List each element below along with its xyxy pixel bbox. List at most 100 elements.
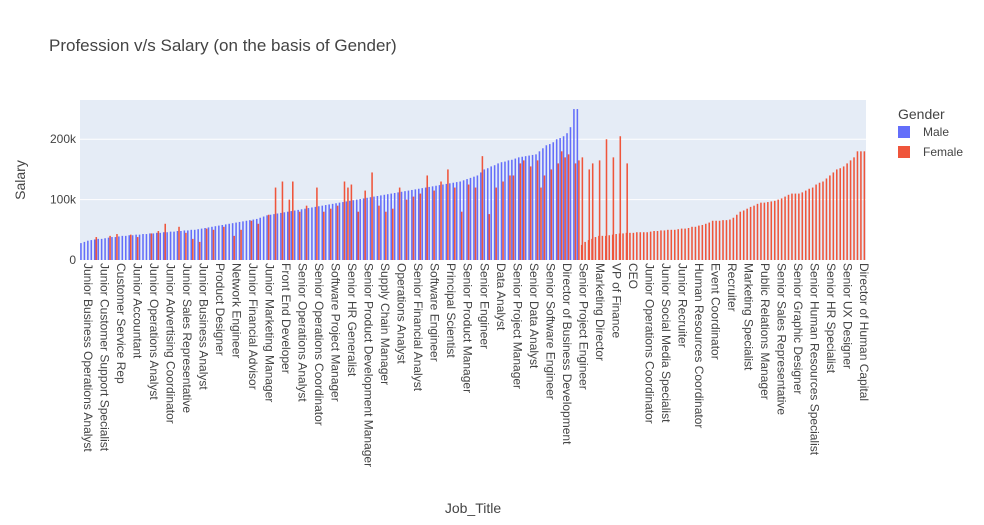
bar-male[interactable] (380, 195, 382, 260)
bar-male[interactable] (262, 216, 265, 260)
bar-male[interactable] (83, 241, 86, 260)
bar-female[interactable] (684, 228, 686, 260)
bar-male[interactable] (142, 234, 144, 260)
bar-male[interactable] (318, 206, 320, 260)
bar-female[interactable] (732, 217, 735, 260)
bar-female[interactable] (860, 151, 862, 260)
bar-female[interactable] (343, 181, 346, 260)
bar-female[interactable] (601, 235, 604, 260)
bar-female[interactable] (588, 169, 591, 260)
bar-male[interactable] (335, 203, 337, 260)
bar-male[interactable] (418, 188, 420, 260)
bar-male[interactable] (276, 213, 279, 260)
bar-male[interactable] (138, 234, 141, 260)
bar-female[interactable] (832, 172, 835, 260)
bar-male[interactable] (104, 238, 106, 260)
bar-female[interactable] (116, 234, 118, 260)
bar-female[interactable] (777, 199, 779, 260)
bar-male[interactable] (238, 221, 241, 260)
bar-female[interactable] (198, 241, 201, 260)
bar-female[interactable] (653, 231, 655, 260)
bar-female[interactable] (512, 175, 515, 260)
bar-female[interactable] (378, 205, 380, 260)
bar-female[interactable] (667, 229, 669, 260)
bar-male[interactable] (435, 185, 437, 260)
bar-male[interactable] (180, 231, 182, 260)
bar-female[interactable] (811, 187, 814, 260)
bar-male[interactable] (280, 212, 282, 260)
bar-female[interactable] (109, 235, 111, 260)
bar-female[interactable] (316, 187, 318, 260)
bar-female[interactable] (574, 163, 577, 260)
bar-female[interactable] (185, 232, 187, 260)
bar-female[interactable] (687, 228, 690, 260)
bar-male[interactable] (352, 200, 355, 260)
bar-male[interactable] (524, 156, 527, 260)
bar-male[interactable] (362, 198, 365, 260)
bar-male[interactable] (204, 228, 206, 260)
bar-female[interactable] (557, 163, 560, 260)
bar-male[interactable] (504, 161, 506, 260)
bar-male[interactable] (283, 212, 286, 260)
bar-male[interactable] (386, 194, 389, 260)
bar-male[interactable] (438, 185, 441, 260)
bar-male[interactable] (176, 231, 179, 260)
bar-male[interactable] (397, 192, 399, 260)
bar-female[interactable] (385, 211, 387, 260)
bar-male[interactable] (145, 234, 148, 260)
bar-male[interactable] (107, 237, 110, 260)
bar-male[interactable] (100, 238, 103, 260)
bar-female[interactable] (612, 157, 615, 260)
bar-female[interactable] (350, 184, 353, 260)
bar-female[interactable] (691, 226, 693, 260)
bar-male[interactable] (290, 211, 293, 260)
bar-male[interactable] (169, 231, 172, 260)
bar-male[interactable] (245, 220, 248, 260)
bar-male[interactable] (511, 159, 513, 260)
bar-male[interactable] (300, 209, 303, 260)
bar-male[interactable] (255, 218, 258, 260)
bar-male[interactable] (273, 214, 275, 260)
bar-female[interactable] (567, 154, 570, 260)
bar-male[interactable] (517, 157, 520, 260)
bar-male[interactable] (228, 223, 230, 260)
bar-male[interactable] (404, 191, 406, 260)
bar-female[interactable] (822, 181, 824, 260)
bar-female[interactable] (250, 220, 253, 260)
bar-female[interactable] (560, 151, 563, 260)
bar-male[interactable] (87, 240, 89, 260)
bar-male[interactable] (111, 237, 113, 260)
bar-female[interactable] (347, 187, 349, 260)
bar-female[interactable] (178, 226, 180, 260)
bar-female[interactable] (756, 203, 759, 260)
legend-swatch-female[interactable] (898, 146, 910, 158)
bar-female[interactable] (611, 234, 614, 260)
bar-female[interactable] (257, 223, 260, 260)
bar-male[interactable] (486, 168, 489, 260)
bar-male[interactable] (559, 138, 561, 260)
bar-male[interactable] (366, 197, 368, 260)
bar-female[interactable] (488, 214, 491, 260)
bar-male[interactable] (118, 236, 120, 260)
bar-male[interactable] (242, 221, 244, 260)
bar-male[interactable] (349, 200, 351, 260)
bar-male[interactable] (449, 183, 451, 260)
bar-male[interactable] (469, 177, 472, 260)
bar-female[interactable] (825, 178, 828, 260)
bar-female[interactable] (625, 232, 628, 260)
bar-female[interactable] (798, 193, 800, 260)
bar-female[interactable] (192, 238, 194, 260)
bar-male[interactable] (359, 199, 361, 260)
bar-female[interactable] (495, 187, 497, 260)
bar-male[interactable] (314, 206, 317, 260)
bar-female[interactable] (639, 232, 642, 260)
bar-female[interactable] (578, 160, 580, 260)
bar-male[interactable] (200, 228, 203, 260)
bar-male[interactable] (152, 233, 155, 260)
bar-female[interactable] (618, 233, 621, 260)
bar-female[interactable] (371, 172, 373, 260)
bar-male[interactable] (135, 234, 137, 260)
bar-female[interactable] (791, 193, 793, 260)
bar-female[interactable] (660, 230, 662, 260)
bar-male[interactable] (293, 210, 296, 260)
